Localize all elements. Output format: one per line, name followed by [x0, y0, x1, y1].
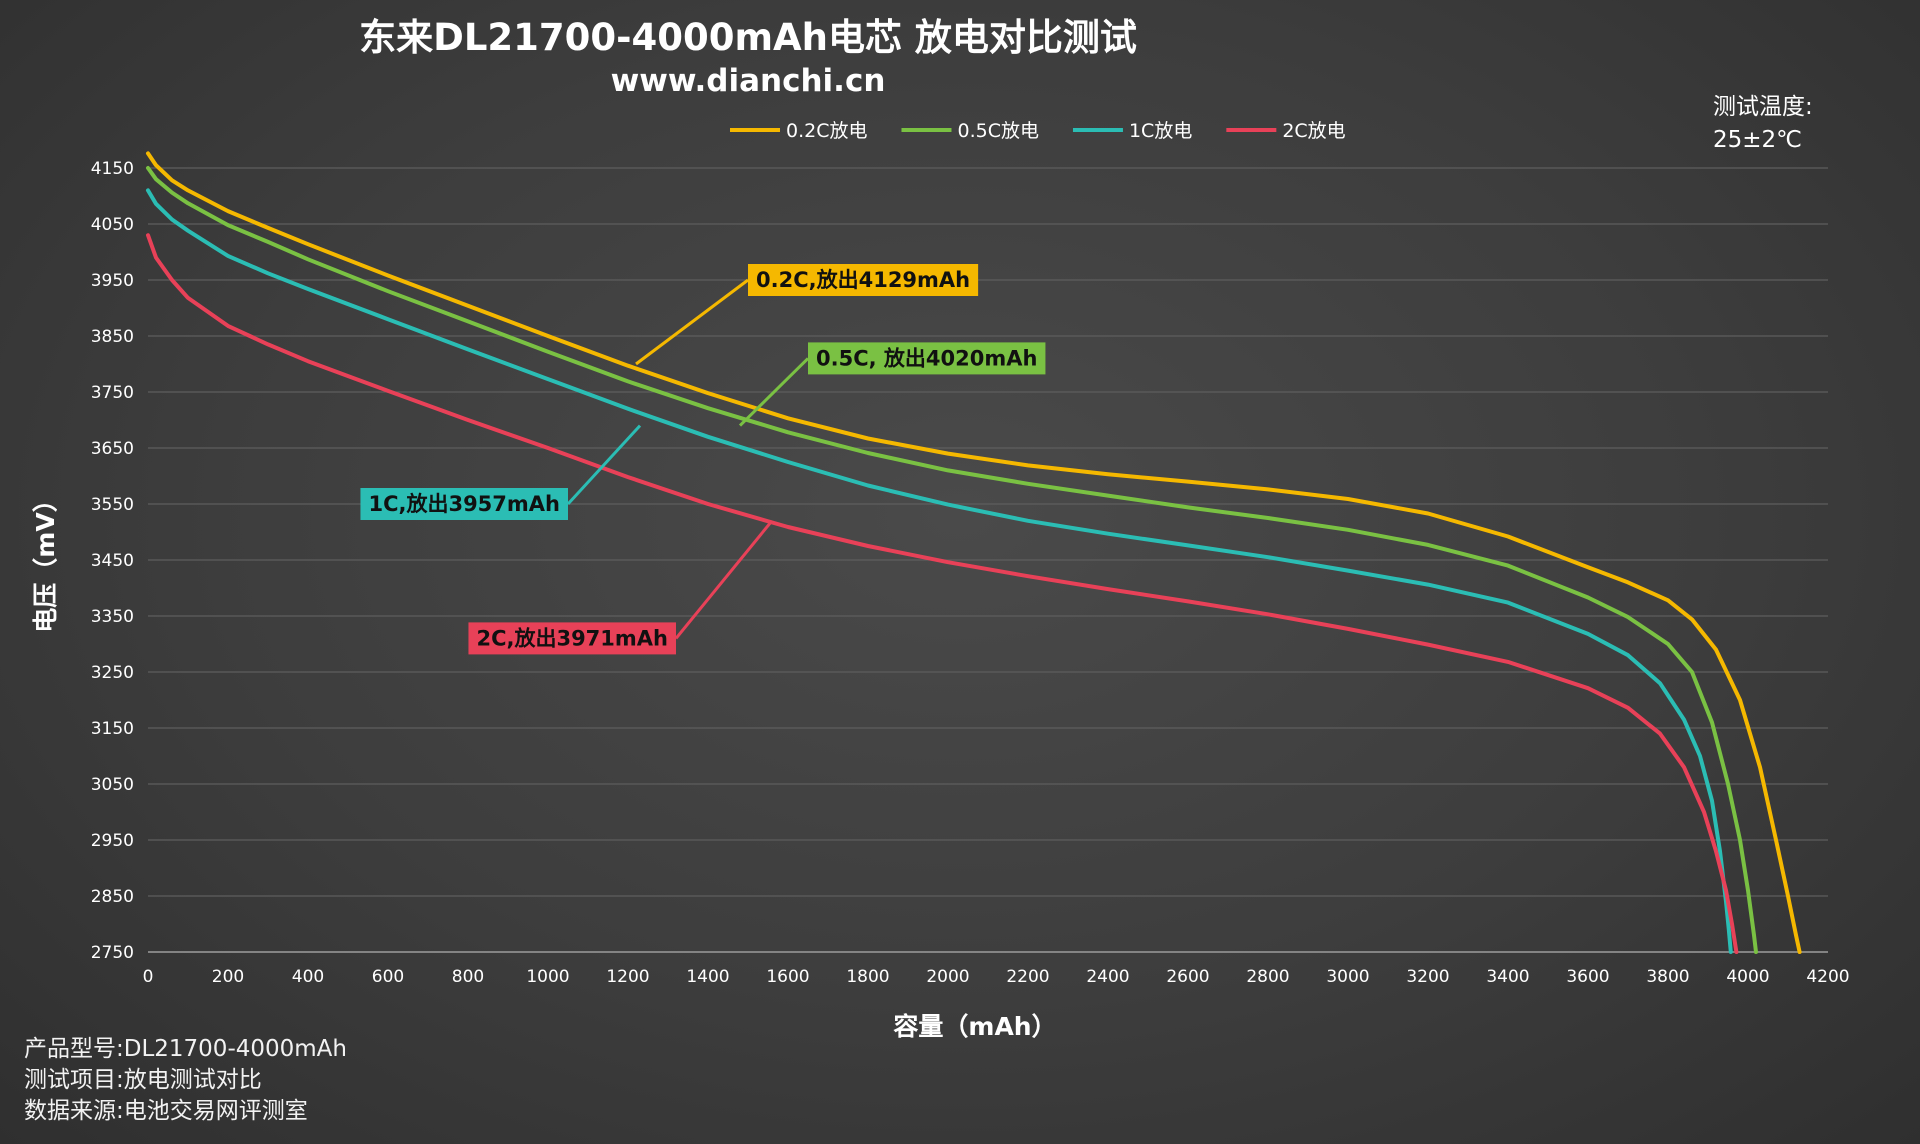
x-tick-label: 1000	[526, 967, 569, 987]
x-axis-label: 容量（mAh）	[893, 1012, 1056, 1041]
y-tick-label: 3750	[91, 383, 134, 403]
y-axis-label: 电压（mV）	[31, 487, 60, 632]
y-tick-label: 3250	[91, 663, 134, 683]
y-tick-label: 3950	[91, 271, 134, 291]
x-tick-label: 2800	[1246, 967, 1289, 987]
chart-title: 东来DL21700-4000mAh电芯 放电对比测试	[359, 16, 1137, 59]
y-tick-label: 3850	[91, 327, 134, 347]
callout-label-0-2c: 0.2C,放出4129mAh	[756, 268, 970, 292]
x-tick-label: 0	[143, 967, 154, 987]
callout-box-0-2c	[748, 264, 979, 296]
x-tick-label: 4200	[1806, 967, 1849, 987]
legend-label-1c: 1C放电	[1129, 120, 1192, 142]
grid-lines	[148, 167, 1828, 953]
callout-box-0-5c	[808, 342, 1046, 375]
y-axis-ticks: 2750 2850 2950 3050 3150 3250 3350 3450 3550 3650…	[91, 159, 134, 963]
x-tick-label: 400	[292, 967, 324, 987]
y-tick-label: 2950	[91, 831, 134, 851]
source-line: 数据来源:电池交易网评测室	[24, 1096, 347, 1127]
test-line: 测试项目:放电测试对比	[24, 1065, 347, 1096]
y-tick-label: 2850	[91, 887, 134, 907]
temperature-value: 25±2℃	[1713, 127, 1802, 153]
x-tick-label: 1200	[606, 967, 649, 987]
x-tick-label: 2000	[926, 967, 969, 987]
legend-label-2c: 2C放电	[1282, 120, 1345, 142]
legend: 0.2C放电 0.5C放电 1C放电 2C放电	[730, 120, 1346, 142]
x-tick-label: 1800	[846, 967, 889, 987]
x-tick-label: 4000	[1726, 967, 1769, 987]
y-tick-label: 3150	[91, 719, 134, 739]
callout-label-1c: 1C,放出3957mAh	[368, 492, 560, 516]
x-tick-label: 3400	[1486, 967, 1529, 987]
y-tick-label: 3050	[91, 775, 134, 795]
callout-label-2c: 2C,放出3971mAh	[476, 626, 668, 650]
x-tick-label: 3200	[1406, 967, 1449, 987]
legend-label-0-5c: 0.5C放电	[957, 120, 1038, 142]
x-tick-label: 1400	[686, 967, 729, 987]
test-label: 测试项目:	[24, 1067, 124, 1093]
model-label: 产品型号:	[24, 1036, 124, 1062]
legend-label-0-2c: 0.2C放电	[786, 120, 867, 142]
series-line-1c	[146, 188, 1733, 954]
series-line-0-2c	[146, 151, 1802, 954]
x-tick-label: 200	[212, 967, 244, 987]
x-tick-label: 2400	[1086, 967, 1129, 987]
series-lines	[146, 151, 1802, 954]
x-tick-label: 2200	[1006, 967, 1049, 987]
y-tick-label: 4050	[91, 215, 134, 235]
chart-subtitle: www.dianchi.cn	[611, 63, 886, 99]
x-tick-label: 3800	[1646, 967, 1689, 987]
x-axis-ticks: 0 200 400 600 800 1000 1200 1400 1600 1800 2000 220…	[143, 967, 1850, 987]
callout-leader-2c	[674, 519, 774, 640]
model-value: DL21700-4000mAh	[123, 1036, 347, 1062]
callout-label-0-5c: 0.5C, 放出4020mAh	[816, 346, 1037, 370]
test-value: 放电测试对比	[123, 1067, 262, 1093]
temperature-label: 测试温度:	[1713, 94, 1813, 120]
x-tick-label: 800	[452, 967, 484, 987]
x-tick-label: 600	[372, 967, 404, 987]
callouts: 0.2C,放出4129mAh 0.5C, 放出4020mAh 1C,放出3957mA…	[360, 264, 1046, 655]
series-line-2c	[146, 233, 1739, 954]
callout-leader-1c	[566, 424, 642, 506]
source-label: 数据来源:	[24, 1098, 124, 1124]
series-line-0-5c	[146, 166, 1758, 954]
x-tick-label: 1600	[766, 967, 809, 987]
y-tick-label: 3550	[91, 495, 134, 515]
y-tick-label: 3350	[91, 607, 134, 627]
model-line: 产品型号:DL21700-4000mAh	[24, 1034, 347, 1065]
x-tick-label: 2600	[1166, 967, 1209, 987]
callout-leader-0-5c	[738, 357, 810, 427]
source-value: 电池交易网评测室	[123, 1098, 308, 1124]
y-tick-label: 2750	[91, 943, 134, 963]
callout-leader-0-2c	[635, 278, 749, 366]
y-tick-label: 3650	[91, 439, 134, 459]
y-tick-label: 4150	[91, 159, 134, 179]
y-tick-label: 3450	[91, 551, 134, 571]
x-tick-label: 3000	[1326, 967, 1369, 987]
callout-box-1c	[360, 488, 568, 520]
x-tick-label: 3600	[1566, 967, 1609, 987]
footer-info: 产品型号:DL21700-4000mAh 测试项目:放电测试对比 数据来源:电池…	[24, 1034, 347, 1127]
callout-box-2c	[468, 622, 676, 655]
